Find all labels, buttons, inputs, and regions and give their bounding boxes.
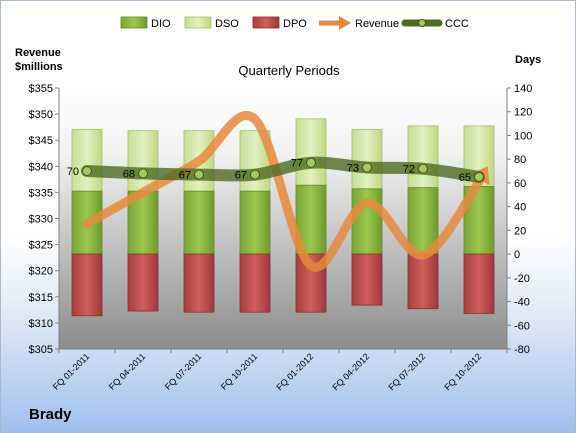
x-axis-category-label: FQ 04-2011 (107, 351, 148, 392)
legend-label-revenue: Revenue (355, 18, 399, 30)
bar-dio (239, 190, 271, 255)
ccc-data-label: 72 (403, 164, 415, 176)
right-axis-tick-label: 20 (514, 225, 526, 237)
left-axis-tick-label: $325 (29, 240, 53, 252)
bar-dso (407, 125, 439, 189)
ccc-data-label: 67 (179, 170, 191, 182)
left-axis-tick-label: $345 (29, 135, 53, 147)
ccc-data-label: 65 (459, 172, 471, 184)
x-axis-category-label: FQ 01-2011 (51, 351, 92, 392)
right-axis-tick-label: -40 (514, 297, 530, 309)
right-axis-tick-label: -80 (514, 344, 530, 356)
x-axis-category-label: FQ 10-2011 (219, 351, 260, 392)
legend-label-dpo: DPO (283, 18, 307, 30)
right-axis-tick-label: -60 (514, 320, 530, 332)
right-axis-tick-label: -20 (514, 273, 530, 285)
left-axis-tick-label: $320 (29, 266, 53, 278)
legend-arrowhead-revenue (339, 16, 351, 30)
ccc-marker (194, 169, 204, 180)
x-axis-category-label: FQ 01-2012 (274, 351, 315, 392)
ccc-marker (418, 163, 428, 174)
bar-dpo (239, 253, 271, 313)
ccc-data-label: 68 (123, 168, 135, 180)
right-axis-tick-label: 140 (514, 83, 532, 95)
right-axis-tick-label: 100 (514, 130, 532, 142)
ccc-marker (362, 162, 372, 173)
left-axis-tick-label: $305 (29, 344, 53, 356)
x-axis-category-label: FQ 07-2011 (163, 351, 204, 392)
right-axis-tick-label: 80 (514, 154, 526, 166)
ccc-marker (138, 168, 148, 179)
x-axis-category-label: FQ 07-2012 (386, 351, 427, 392)
bar-dpo (71, 253, 103, 317)
plot-area (59, 88, 507, 349)
left-axis-tick-label: $350 (29, 109, 53, 121)
left-axis-tick-label: $335 (29, 187, 53, 199)
bar-dpo (183, 253, 215, 313)
ccc-data-label: 67 (235, 170, 247, 182)
ccc-marker (250, 169, 260, 180)
ccc-data-label: 73 (347, 162, 359, 174)
bar-dpo (407, 253, 439, 310)
bar-dpo (463, 253, 495, 314)
left-axis-tick-label: $355 (29, 83, 53, 95)
legend-label-dso: DSO (215, 18, 239, 30)
ccc-data-label: 77 (291, 158, 303, 170)
left-axis-tick-label: $310 (29, 318, 53, 330)
revenue-line (82, 111, 484, 272)
bar-dpo (351, 253, 383, 306)
legend-label-ccc: CCC (445, 18, 469, 30)
legend-swatch-dpo (252, 16, 280, 29)
legend-swatch-dso (184, 16, 212, 29)
ccc-marker (82, 166, 92, 177)
bar-dso (295, 118, 327, 186)
ccc-marker (306, 157, 316, 168)
left-axis-tick-label: $340 (29, 161, 53, 173)
ccc-marker (474, 171, 484, 182)
chart-title: Quarterly Periods (238, 63, 340, 78)
left-axis-title-line1: Revenue (15, 47, 61, 59)
left-axis-tick-label: $315 (29, 292, 53, 304)
left-axis-tick-label: $330 (29, 214, 53, 226)
bar-dso (71, 129, 103, 192)
bar-dso (351, 129, 383, 190)
x-axis-category-label: FQ 04-2012 (330, 351, 371, 392)
x-axis-category-label: FQ 10-2012 (442, 351, 483, 392)
legend-label-dio: DIO (151, 18, 171, 30)
bar-dpo (127, 253, 159, 312)
right-axis-tick-label: 0 (514, 249, 520, 261)
legend-swatch-dio (120, 16, 148, 29)
ccc-data-label: 70 (67, 166, 79, 178)
right-axis-tick-label: 60 (514, 178, 526, 190)
left-axis-title: Revenue $millions (15, 46, 63, 74)
right-axis-tick-label: 120 (514, 107, 532, 119)
left-axis-title-line2: $millions (15, 61, 63, 73)
legend-marker-ccc (418, 19, 426, 27)
company-name: Brady (29, 406, 72, 423)
bar-dio (183, 190, 215, 255)
bar-dio (407, 187, 439, 255)
right-axis-title: Days (515, 54, 542, 66)
right-axis-tick-label: 40 (514, 202, 526, 214)
